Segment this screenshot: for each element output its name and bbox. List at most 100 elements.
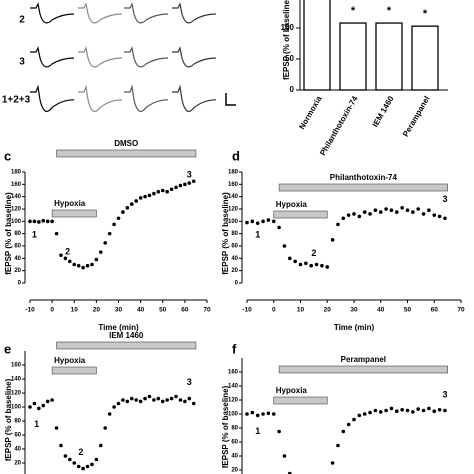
x-tick-label: Philanthotoxin-74: [318, 94, 360, 157]
data-point: [395, 409, 399, 414]
y-tick-label: 60: [14, 244, 21, 250]
data-point: [121, 398, 125, 402]
data-point: [261, 219, 265, 224]
time-point-label: 3: [442, 389, 447, 399]
trace-row-label: 3: [19, 57, 25, 68]
y-tick-label: 160: [11, 182, 22, 188]
y-tick-label: 180: [228, 170, 239, 176]
y-tick-label: 100: [11, 405, 22, 411]
trace: [124, 2, 169, 24]
y-tick-label: 40: [14, 256, 21, 262]
y-axis-label: fEPSP (% of baseline): [4, 192, 13, 275]
trace: [172, 2, 217, 24]
data-point: [373, 208, 378, 213]
y-tick-label: 140: [11, 377, 22, 383]
data-point: [169, 187, 174, 192]
y-tick-label: 120: [228, 398, 239, 404]
data-point: [250, 410, 255, 415]
bar: [339, 22, 367, 91]
y-tick-label: 140: [228, 194, 239, 200]
trace: [30, 2, 75, 24]
data-point: [432, 213, 437, 217]
data-point: [250, 219, 255, 224]
data-point: [103, 241, 108, 245]
data-point: [341, 429, 346, 434]
y-tick-label: 20: [231, 468, 238, 474]
data-point: [121, 210, 125, 214]
data-point: [255, 221, 260, 225]
y-tick-label: 40: [231, 256, 238, 262]
trace: [30, 46, 75, 68]
data-point: [99, 250, 103, 254]
data-point: [28, 219, 32, 224]
x-axis-label: Time (min): [334, 323, 375, 332]
data-point: [183, 399, 187, 404]
data-point: [125, 399, 130, 404]
data-point: [165, 189, 169, 194]
data-point: [129, 202, 134, 206]
y-axis-label: fEPSP (% of baseline): [4, 378, 13, 461]
data-point: [378, 210, 383, 214]
trace: [124, 84, 169, 112]
data-point: [134, 199, 138, 203]
data-point: [288, 471, 292, 474]
y-tick-label: 60: [231, 244, 238, 250]
data-point: [183, 182, 187, 187]
data-point: [271, 219, 276, 224]
data-point: [107, 412, 112, 416]
data-point: [357, 413, 362, 418]
data-point: [309, 263, 314, 268]
data-point: [437, 214, 442, 219]
time-point-label: 1: [255, 229, 260, 239]
y-tick-label: 40: [14, 447, 21, 453]
data-point: [45, 219, 50, 224]
data-point: [245, 412, 249, 416]
data-point: [32, 219, 37, 224]
data-point: [116, 216, 121, 221]
data-point: [416, 407, 421, 411]
x-tick-label: -10: [242, 307, 252, 314]
y-tick-label: 40: [231, 454, 238, 460]
data-point: [94, 257, 99, 262]
data-point: [54, 426, 59, 430]
data-point: [427, 406, 431, 411]
treatment-bar: [278, 365, 448, 374]
y-tick-label: 140: [11, 194, 22, 200]
data-point: [373, 408, 378, 413]
y-tick-label: 0: [18, 281, 22, 287]
data-point: [325, 265, 330, 269]
data-point: [178, 183, 183, 188]
panel-label: e: [4, 341, 11, 356]
data-point: [81, 265, 85, 270]
data-point: [147, 394, 152, 399]
data-point: [443, 216, 447, 221]
x-tick-label: 20: [93, 307, 101, 314]
data-point: [63, 454, 68, 458]
data-point: [378, 410, 383, 414]
treatment-bar: [273, 396, 328, 405]
trace: [124, 46, 169, 68]
y-axis-label: fEPSP (% of baseline): [221, 385, 230, 468]
data-point: [405, 208, 410, 213]
data-point: [191, 179, 196, 184]
treatment-bar: [56, 341, 197, 350]
data-point: [107, 231, 112, 236]
x-tick-label: Normoxia: [297, 94, 324, 131]
data-point: [427, 208, 431, 213]
data-point: [341, 216, 346, 221]
data-point: [320, 263, 324, 268]
data-point: [99, 443, 103, 448]
y-tick-label: 120: [11, 207, 22, 213]
x-tick-label: 50: [159, 307, 167, 314]
data-point: [169, 396, 174, 401]
trace: [78, 84, 123, 112]
treatment-label: IEM 1460: [109, 331, 144, 340]
data-point: [41, 218, 46, 223]
data-point: [330, 461, 335, 465]
data-point: [293, 259, 297, 264]
x-tick-label: 10: [297, 307, 305, 314]
data-point: [336, 443, 340, 448]
data-point: [103, 426, 108, 430]
data-point: [277, 429, 281, 434]
data-point: [90, 262, 94, 267]
